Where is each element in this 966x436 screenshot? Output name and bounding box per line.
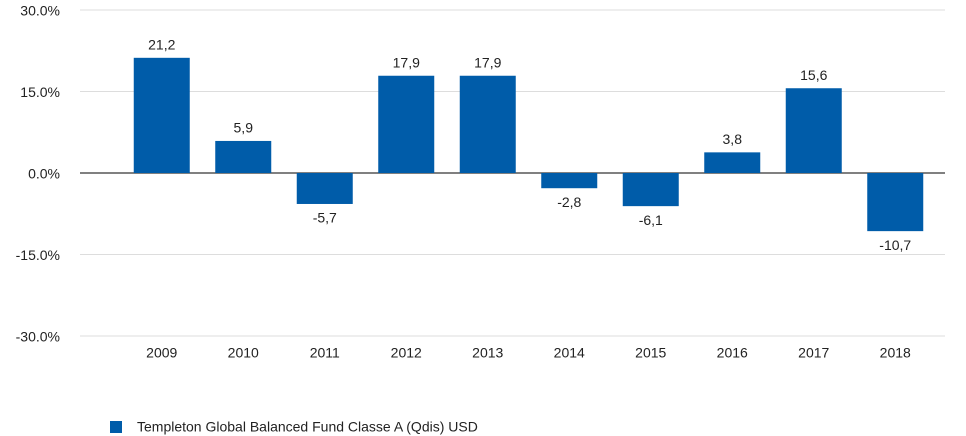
- x-tick-label: 2015: [635, 345, 666, 361]
- y-tick-label: 30.0%: [20, 3, 60, 19]
- x-tick-label: 2011: [310, 345, 340, 361]
- bar: [215, 140, 272, 173]
- bar: [541, 173, 598, 189]
- value-label: 15,6: [800, 67, 827, 83]
- value-label: 3,8: [723, 131, 743, 147]
- legend-swatch: [110, 421, 122, 433]
- x-tick-label: 2017: [798, 345, 829, 361]
- legend-label: Templeton Global Balanced Fund Classe A …: [137, 419, 478, 435]
- y-tick-label: -15.0%: [16, 247, 60, 263]
- value-label: 5,9: [234, 120, 254, 136]
- x-tick-label: 2018: [880, 345, 911, 361]
- y-tick-label: 15.0%: [20, 84, 60, 100]
- x-tick-label: 2014: [554, 345, 585, 361]
- bar: [867, 173, 924, 232]
- value-label: -6,1: [639, 212, 663, 228]
- bar: [133, 57, 190, 173]
- x-tick-label: 2010: [228, 345, 259, 361]
- bar: [378, 75, 435, 173]
- bar: [785, 88, 842, 173]
- value-label: -10,7: [879, 237, 911, 253]
- value-label: 17,9: [474, 54, 501, 70]
- value-label: 17,9: [393, 54, 420, 70]
- bar: [296, 173, 353, 204]
- x-tick-label: 2013: [472, 345, 503, 361]
- bar: [459, 75, 516, 173]
- value-label: -2,8: [557, 194, 581, 210]
- bar: [704, 152, 761, 173]
- y-tick-label: 0.0%: [28, 166, 60, 182]
- x-tick-label: 2016: [717, 345, 748, 361]
- y-tick-label: -30.0%: [16, 329, 60, 345]
- bar: [622, 173, 679, 207]
- value-label: 21,2: [148, 37, 175, 53]
- x-tick-label: 2012: [391, 345, 422, 361]
- value-label: -5,7: [313, 210, 337, 226]
- x-tick-label: 2009: [146, 345, 177, 361]
